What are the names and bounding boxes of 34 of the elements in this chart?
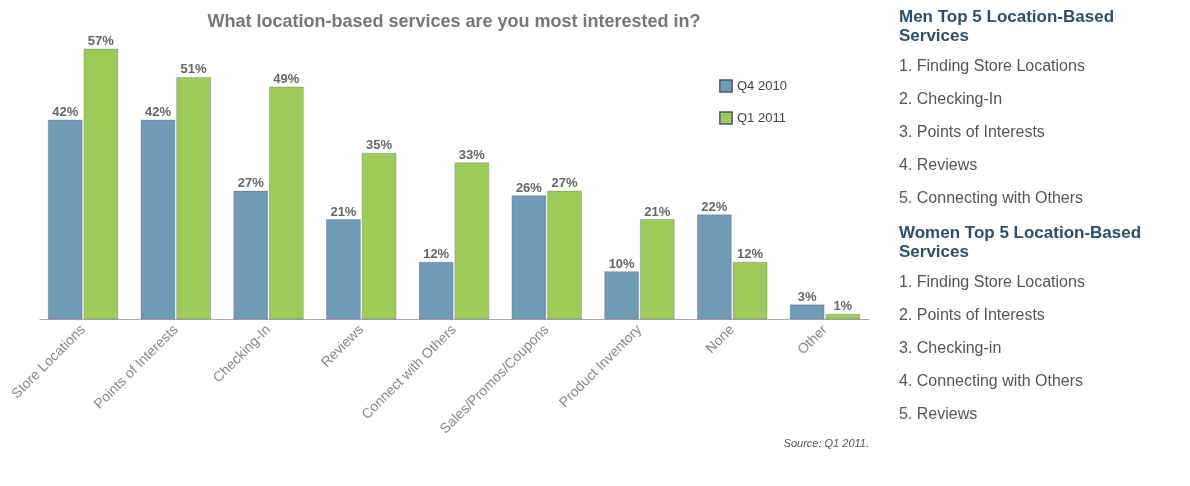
chart-title: What location-based services are you most interested in? <box>207 11 701 31</box>
text: 5. Reviews <box>899 404 978 422</box>
data-label: 27% <box>237 175 265 191</box>
text: 3. Points of Interests <box>899 122 1045 140</box>
data-label: 10% <box>608 255 636 271</box>
data-label: 3% <box>797 288 817 304</box>
legend-label: Q4 2010 <box>737 78 787 93</box>
text: Women Top 5 Location-Based Services <box>899 223 1142 261</box>
data-label: 51% <box>180 61 208 77</box>
text: 3. Checking-in <box>899 338 1002 356</box>
text: 4. Reviews <box>899 155 978 173</box>
text: 5. Connecting with Others <box>899 188 1084 206</box>
text: 1. Finding Store Locations <box>899 272 1085 290</box>
text: 2. Checking-In <box>899 89 1003 107</box>
data-label: 21% <box>330 203 357 219</box>
data-label: 27% <box>551 175 579 191</box>
data-label: 42% <box>144 104 172 120</box>
data-label: 22% <box>701 198 728 214</box>
text: 2. Points of Interests <box>899 305 1045 323</box>
data-label: 1% <box>833 298 853 314</box>
data-label: 42% <box>52 104 79 120</box>
data-label: 21% <box>644 203 671 219</box>
data-label: 57% <box>87 33 115 48</box>
data-label: 33% <box>458 146 486 162</box>
text: Men Top 5 Location-Based Services <box>899 7 1115 45</box>
source-note: Source: Q1 2011. <box>783 437 869 449</box>
data-label: 12% <box>423 246 450 262</box>
data-label: 49% <box>273 70 300 86</box>
data-label: 12% <box>737 246 764 262</box>
text: 4. Connecting with Others <box>899 371 1084 389</box>
legend-label: Q1 2011 <box>737 110 786 125</box>
data-label: 26% <box>515 179 543 195</box>
text: 1. Finding Store Locations <box>899 56 1085 74</box>
data-label: 35% <box>366 137 393 153</box>
